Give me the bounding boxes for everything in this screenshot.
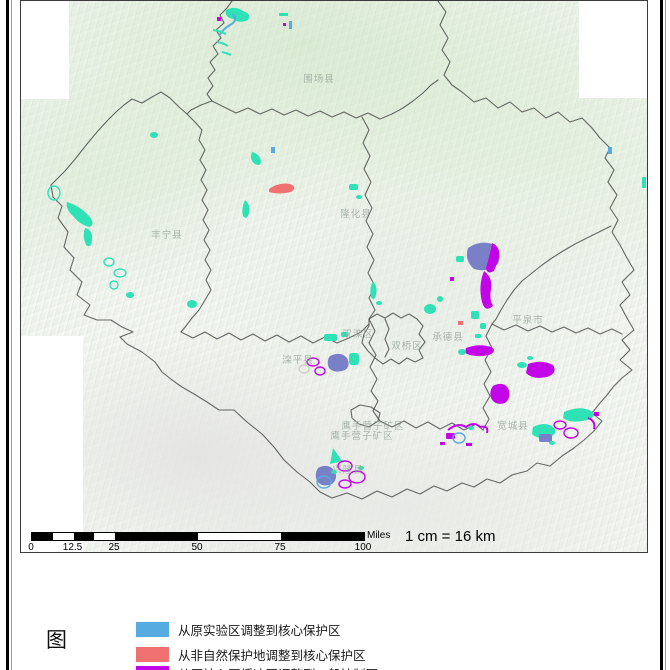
map-frame: 围场县丰宁县 隆化县滦平县 双滦区双桥区 承德县 平泉市鹰手营子矿区 鹰手营子矿区 宽城县兴… <box>20 0 648 553</box>
scale-tick-label: 100 <box>354 542 372 553</box>
scale-tick-label: 12.5 <box>62 542 83 553</box>
scale-bar-segment <box>73 533 95 540</box>
legend-swatch-magenta <box>136 666 169 670</box>
page-border-left <box>6 0 9 670</box>
miles-label: Miles <box>367 530 391 541</box>
page-border-right <box>660 0 663 670</box>
basemap-gap <box>21 336 83 552</box>
boundaries-and-zones-svg <box>47 1 646 500</box>
page-border-left-thin <box>11 0 12 670</box>
scale-tick-label: 75 <box>274 542 286 553</box>
scale-tick-label: 0 <box>28 542 34 553</box>
county-label-3: 滦平县 <box>282 356 314 366</box>
county-label-7: 平泉市 <box>512 316 544 326</box>
scale-bar-segment <box>198 533 281 540</box>
legend-row: 从原核心区缓冲区调整到一般控制区 <box>136 666 378 670</box>
county-label-8: 鹰手营子矿区 <box>341 422 405 432</box>
scale-tick-label: 50 <box>191 542 203 553</box>
basemap-gap <box>579 1 647 98</box>
legend-swatch-red <box>136 647 169 662</box>
scale-bar-segment <box>52 533 74 540</box>
legend-label: 从原实验区调整到核心保护区 <box>178 624 341 638</box>
scale-tick-label: 25 <box>108 542 120 553</box>
legend-row: 从非自然保护地调整到核心保护区 <box>136 647 366 663</box>
scale-bar: 0 12.5 25 50 75 100 Miles <box>28 530 391 553</box>
county-label-4: 双滦区 <box>342 330 374 340</box>
legend-swatch-blue <box>136 622 169 637</box>
county-label-9: 鹰手营子矿区 <box>330 432 394 442</box>
basemap-gap <box>21 1 69 99</box>
county-label-11: 兴隆县 <box>332 466 364 476</box>
scale-bar-segment <box>115 533 198 540</box>
legend-row: 从原实验区调整到核心保护区 <box>136 622 341 638</box>
county-label-1: 丰宁县 <box>151 231 183 241</box>
legend-label: 从原核心区缓冲区调整到一般控制区 <box>178 664 378 670</box>
scale-bar-segments <box>31 532 365 541</box>
scale-note: 1 cm = 16 km <box>405 528 496 545</box>
scale-bar-segment <box>32 533 53 540</box>
figure-caption: 图 <box>46 628 67 652</box>
county-label-10: 宽城县 <box>497 422 529 432</box>
page-border-right-thin <box>665 0 666 670</box>
map-canvas <box>21 1 647 552</box>
county-boundaries <box>50 1 635 500</box>
county-label-6: 承德县 <box>432 333 464 343</box>
legend-label: 从非自然保护地调整到核心保护区 <box>178 649 366 663</box>
scale-bar-segment <box>94 533 115 540</box>
zone-patches <box>47 7 646 489</box>
scale-bar-segment <box>281 533 364 540</box>
county-label-0: 围场县 <box>303 75 335 85</box>
county-label-5: 双桥区 <box>391 342 423 352</box>
county-label-2: 隆化县 <box>340 210 372 220</box>
